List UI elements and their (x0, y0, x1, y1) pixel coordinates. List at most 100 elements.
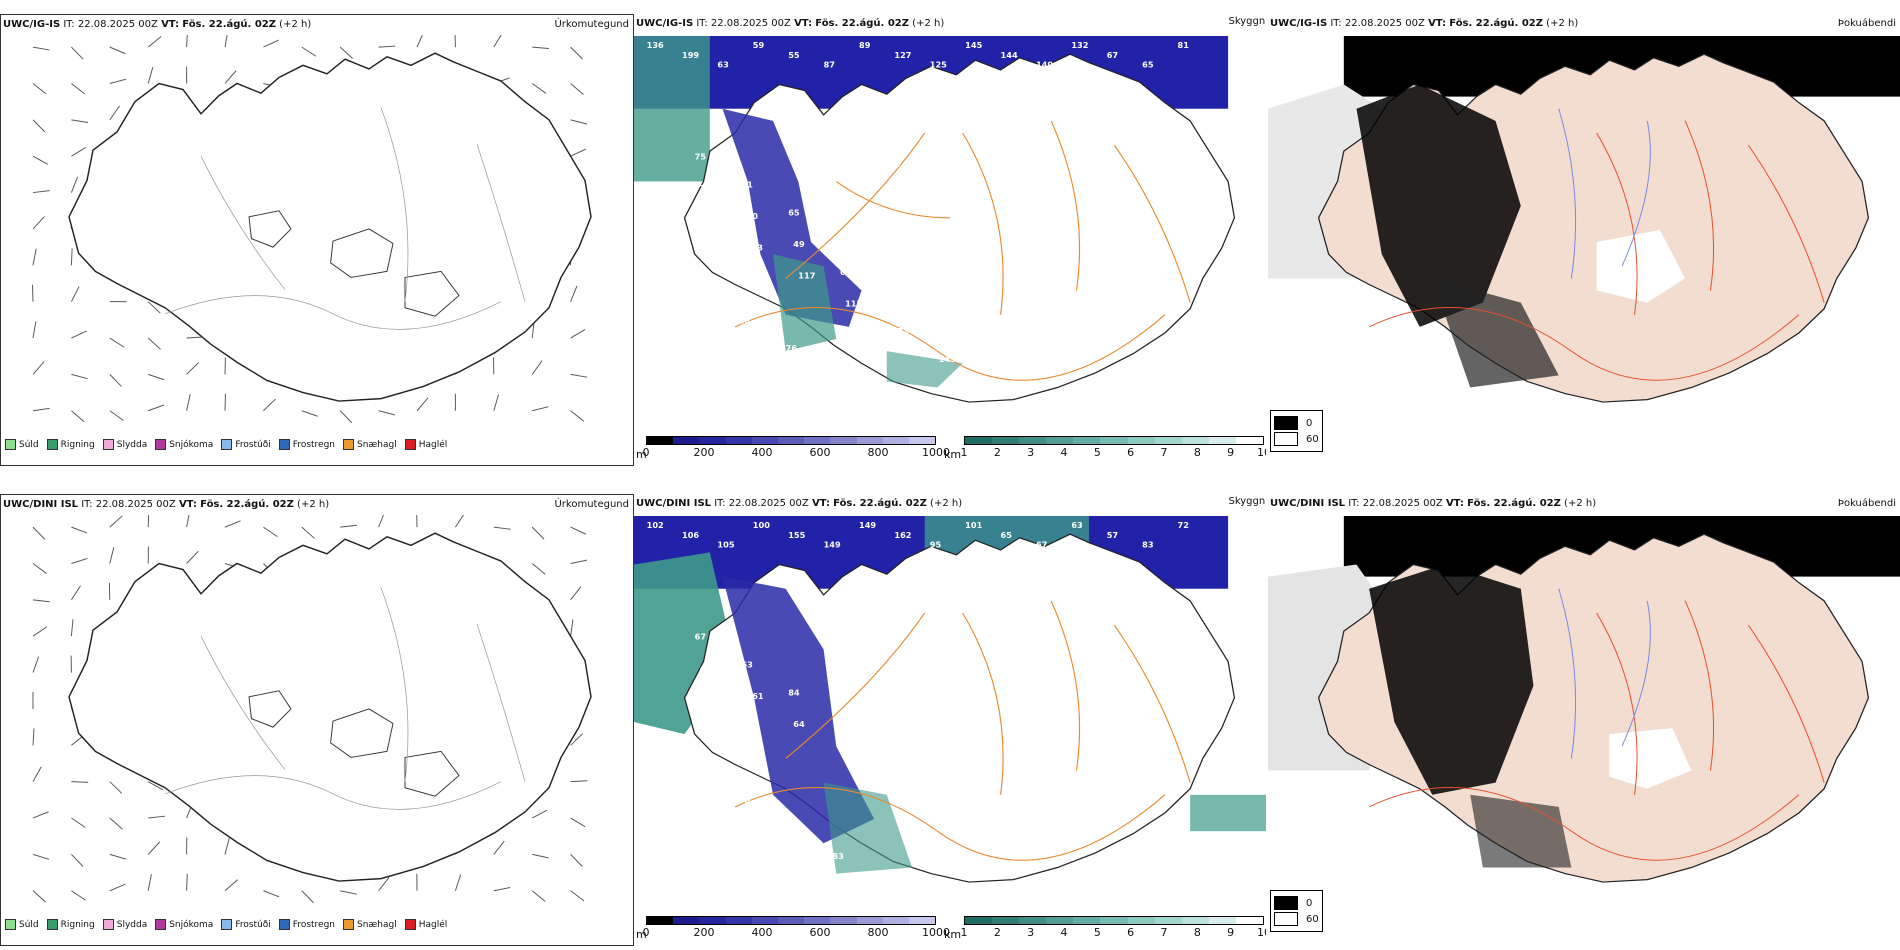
colorbar-bin (992, 917, 1020, 924)
fog-panel-bottom: UWC/DINI ISL IT: 22.08.2025 00Z VT: Fös.… (1268, 494, 1900, 944)
colorbar-bin (751, 437, 778, 444)
legend-swatch (46, 919, 58, 930)
ceiling-label: 71 (835, 716, 847, 725)
ceiling-label: 64 (793, 720, 805, 729)
wind-barb (570, 46, 583, 60)
wind-barb (186, 550, 199, 564)
ceiling-label: 69 (884, 129, 896, 138)
visibility-map: 136 199 63 59 55 87 89 127 125 145 144 140 132 67 65 81… (634, 36, 1236, 403)
wind-barb (532, 46, 549, 49)
precip-legend: Súld Rigning Slydda Snjókoma Frostúði Frostre… (5, 439, 451, 450)
ceiling-label: 117 (838, 581, 855, 590)
panel-header: UWC/IG-IS IT: 22.08.2025 00Z VT: Fös. 22… (636, 18, 945, 29)
wind-barb (224, 520, 241, 528)
precip-legend-item: Frostregn (278, 919, 335, 930)
wind-barb (532, 853, 549, 859)
ceiling-label: 53 (752, 244, 763, 253)
colorbar-bin (992, 437, 1020, 444)
ceiling-label: 94 (877, 713, 889, 722)
precip-legend-item: Súld (5, 919, 39, 930)
ceiling-label: 72 (926, 605, 937, 614)
ceiling-label: 67 (705, 216, 716, 225)
ceiling-label: 78 (941, 219, 953, 228)
wind-barb (570, 83, 584, 95)
colorbar-tick: 4 (1060, 446, 1068, 459)
wind-barb (70, 248, 73, 266)
wind-barb (570, 526, 587, 535)
wind-barb (70, 176, 79, 193)
precip-legend-item: Frostúði (221, 919, 271, 930)
ceiling-unit: m (636, 448, 647, 461)
wind-barb (531, 563, 546, 575)
colorbar-tick: 200 (693, 926, 715, 939)
ceiling-label: 88 (887, 776, 899, 785)
wind-barb (109, 515, 123, 528)
ceiling-label: 57 (887, 296, 898, 305)
wind-barb (71, 817, 86, 828)
wind-barb-map (32, 515, 592, 904)
colorbar-bin (777, 437, 805, 444)
visibility-colorbar: 1 2 3 4 5 6 7 8 9 10 (961, 916, 1266, 939)
wind-barb (263, 890, 280, 898)
wind-barb (32, 248, 37, 266)
legend-label: Súld (19, 439, 39, 450)
wind-barb (493, 840, 505, 855)
legend-label: Snjókoma (169, 439, 214, 450)
ceiling-label: 89 (859, 41, 871, 50)
wind-barb (339, 46, 353, 59)
wind-barb (301, 526, 315, 539)
ceiling-label: 84 (754, 108, 766, 117)
colorbar-tick: 8 (1193, 446, 1201, 459)
ceiling-label: 104 (843, 612, 861, 621)
colorbar-bin (1046, 917, 1074, 924)
wind-barb (32, 526, 46, 540)
ceiling-label: 69 (923, 741, 935, 750)
colorbar-tick: 0 (642, 926, 650, 939)
ceiling-label: 101 (965, 521, 983, 530)
colorbar-tick: 400 (751, 926, 773, 939)
colorbar-tick: 10 (1257, 446, 1266, 459)
ceiling-colorbar: 0 200 400 600 800 1000 (642, 916, 950, 939)
wind-barb (71, 83, 85, 95)
colorbar-bin (1019, 437, 1047, 444)
wind-barb (570, 733, 584, 746)
colorbar-bin (725, 917, 752, 924)
colorbar-tick: 600 (809, 926, 831, 939)
ceiling-label: 117 (798, 272, 815, 281)
legend-label: Haglél (418, 439, 448, 450)
wind-barb (493, 526, 511, 530)
ceiling-label: 88 (739, 316, 751, 325)
wind-barb (224, 837, 230, 855)
legend-swatch (155, 439, 167, 450)
wind-barb (493, 35, 502, 48)
wind-barb (455, 515, 464, 528)
visibility-colorbar: 1 2 3 4 5 6 7 8 9 10 (960, 436, 1266, 459)
ceiling-label: 85 (882, 744, 894, 753)
ceiling-label: 75 (695, 153, 707, 162)
colorbar-tick: 600 (809, 446, 831, 459)
ceiling-label: 94 (934, 324, 946, 333)
colorbar-tick: 3 (1027, 926, 1035, 939)
wind-barb (570, 373, 588, 378)
colorbar-bin (908, 917, 936, 924)
legend-swatch (404, 919, 416, 930)
ceiling-label: 57 (1107, 531, 1118, 540)
legend-swatch (5, 439, 16, 450)
ceiling-label: 65 (1001, 531, 1013, 540)
ceiling-label: 186 (702, 352, 720, 361)
panel-header: UWC/DINI ISL IT: 22.08.2025 00Z VT: Fös.… (636, 498, 963, 509)
wind-barb-map (32, 35, 592, 424)
ceiling-label: 72 (796, 104, 807, 113)
legend-swatch (102, 919, 114, 930)
wind-barb (570, 559, 588, 564)
wind-barb (378, 877, 390, 892)
ceiling-label: 325 (700, 184, 718, 193)
colorbar-tick: 1 (960, 446, 968, 459)
precip-legend-item: Frostregn (278, 439, 335, 450)
colorbar-bin (1208, 917, 1236, 924)
ceiling-label: 162 (894, 531, 911, 540)
ceiling-label: 100 (753, 521, 771, 530)
wind-barb (71, 854, 84, 867)
ceiling-label: 173 (892, 327, 909, 336)
wind-barb (32, 155, 49, 165)
